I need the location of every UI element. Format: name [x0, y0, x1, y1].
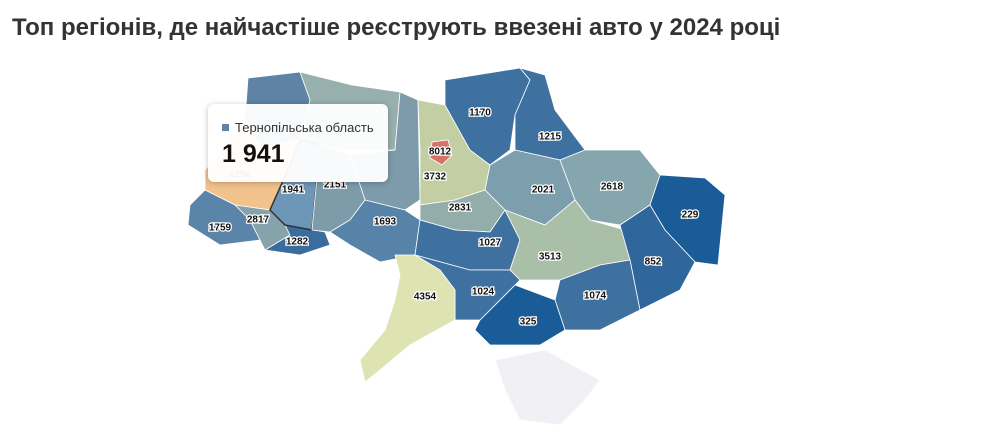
- region-label: 852: [645, 257, 662, 268]
- tooltip-label: Тернопільська область: [222, 120, 374, 135]
- tooltip: Тернопільська область 1 941: [208, 104, 388, 182]
- region: [359, 254, 456, 383]
- region-label: 229: [682, 210, 699, 221]
- region: [474, 284, 566, 346]
- region-label: 1027: [479, 238, 502, 249]
- region: [329, 199, 421, 263]
- region: [429, 139, 453, 166]
- region-label: 2831: [449, 203, 472, 214]
- region-label: 2817: [247, 215, 270, 226]
- region-label: 1759: [209, 223, 232, 234]
- region-label: 1024: [472, 287, 495, 298]
- tooltip-swatch: [222, 124, 229, 131]
- region-label: 3732: [424, 172, 447, 183]
- region-label: 1074: [584, 291, 607, 302]
- region: [494, 349, 601, 426]
- region-label: 1215: [539, 132, 562, 143]
- region-label: 1282: [286, 237, 309, 248]
- region-label: 1170: [469, 108, 491, 119]
- region-label: 3513: [539, 252, 562, 263]
- region-label: 1941: [282, 185, 305, 196]
- region-label: 4354: [414, 292, 437, 303]
- tooltip-region: Тернопільська область: [235, 120, 374, 135]
- region-label: 325: [520, 317, 537, 328]
- region-label: 2021: [532, 185, 555, 196]
- chart-title: Топ регіонів, де найчастіше реєструють в…: [12, 14, 781, 41]
- tooltip-value: 1 941: [222, 140, 285, 168]
- region-label: 8012: [429, 147, 452, 158]
- region-label: 1693: [374, 217, 397, 228]
- region: [263, 224, 331, 256]
- region-label: 2618: [601, 182, 624, 193]
